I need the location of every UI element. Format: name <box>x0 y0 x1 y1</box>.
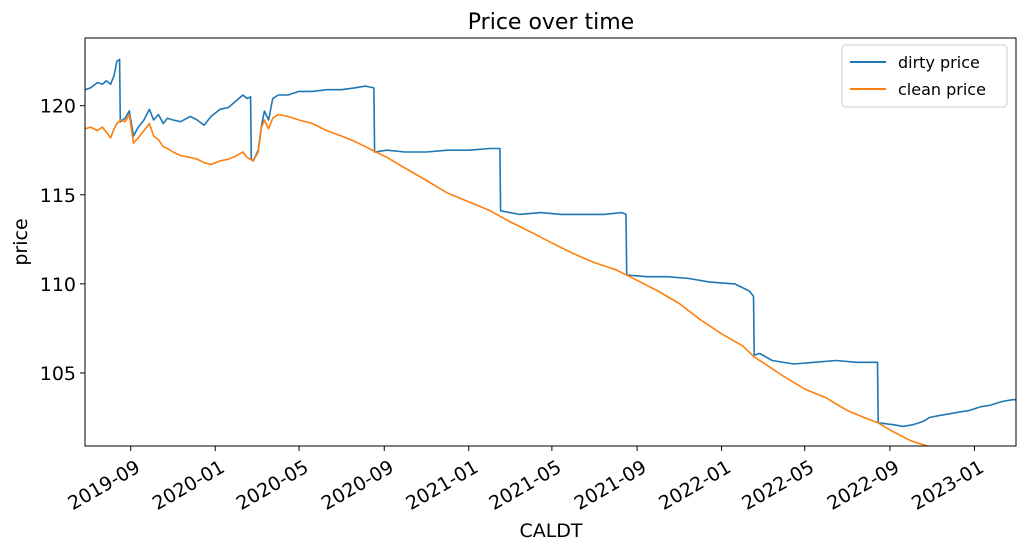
x-tick-label: 2021-05 <box>485 456 565 515</box>
plot-frame <box>84 37 1017 447</box>
legend-label: clean price <box>898 80 986 99</box>
x-axis-label: CALDT <box>519 520 582 542</box>
x-tick-label: 2022-09 <box>823 456 903 515</box>
y-axis-label: price <box>10 218 32 265</box>
y-tick-label: 110 <box>40 274 76 296</box>
chart-title: Price over time <box>468 10 634 35</box>
x-tick-label: 2020-09 <box>318 456 398 515</box>
legend-label: dirty price <box>898 53 980 72</box>
x-axis-ticks: 2019-09 2020-01 2020-05 2020-09 2021-01 2021-… <box>64 446 988 515</box>
x-tick-label: 2020-01 <box>149 456 229 515</box>
legend: dirty price clean price <box>841 44 1008 108</box>
series-line-clean-price <box>85 113 928 446</box>
x-tick-label: 2019-09 <box>64 456 144 515</box>
y-tick-label: 120 <box>40 96 76 118</box>
y-tick-label: 115 <box>40 185 76 207</box>
y-tick-label: 105 <box>40 363 76 385</box>
series-line-dirty-price <box>85 58 1016 428</box>
x-tick-label: 2023-01 <box>908 456 988 515</box>
y-axis-ticks: 105 110 115 120 <box>40 96 85 385</box>
x-tick-label: 2020-05 <box>233 456 313 515</box>
x-tick-label: 2021-01 <box>402 456 482 515</box>
x-tick-label: 2021-09 <box>571 456 651 515</box>
series-layer <box>85 58 1016 446</box>
x-tick-label: 2022-05 <box>738 456 818 515</box>
legend-box <box>841 44 1008 108</box>
x-tick-label: 2022-01 <box>655 456 735 515</box>
